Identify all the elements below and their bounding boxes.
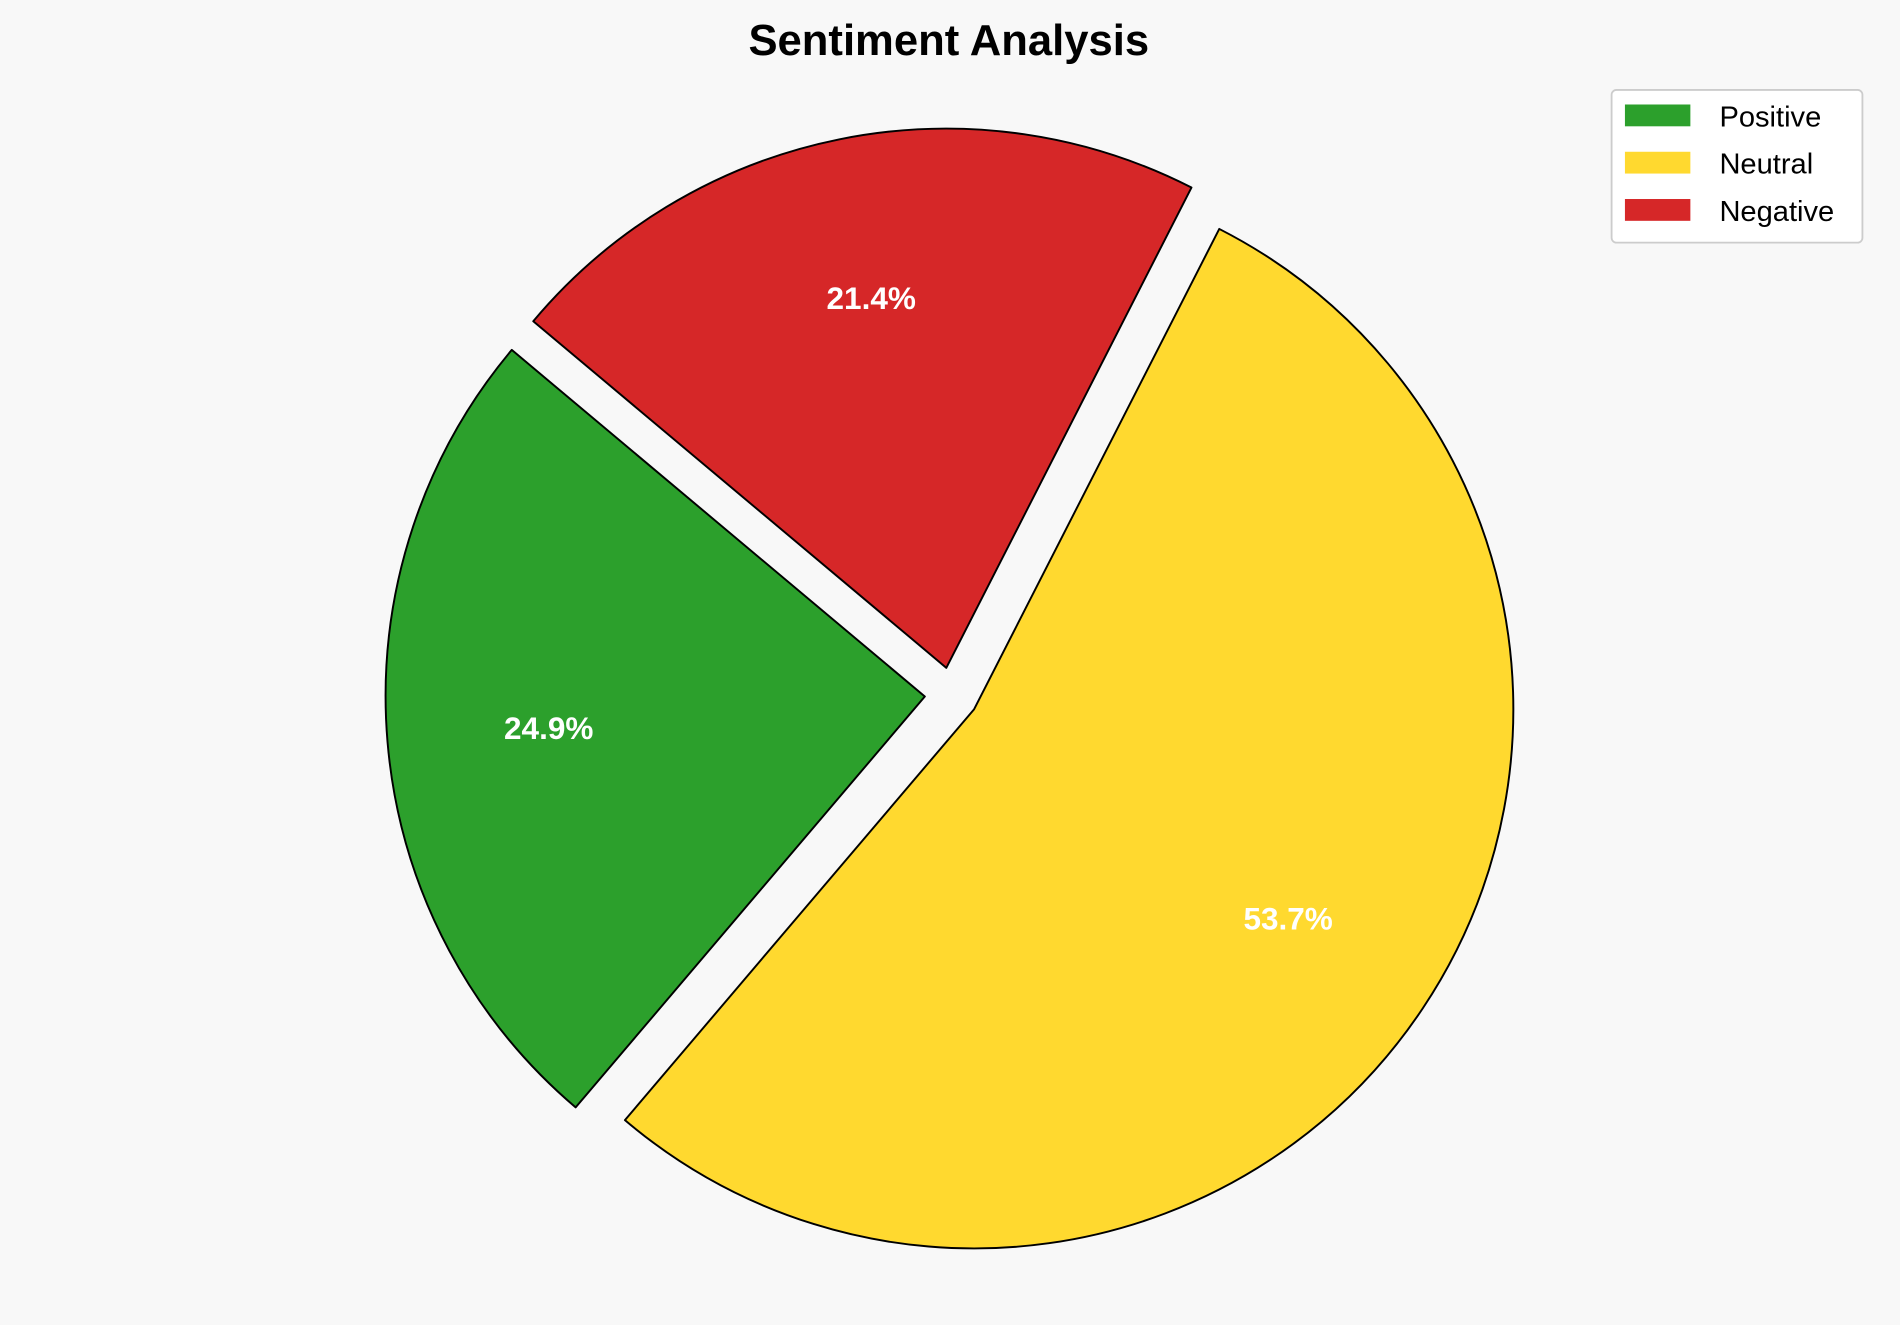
legend-label: Neutral — [1719, 149, 1813, 181]
slices — [384, 127, 1515, 1250]
slice-label-neutral: 53.7% — [1243, 901, 1332, 937]
legend-swatch — [1624, 151, 1691, 174]
pie-slice-neutral — [623, 227, 1515, 1250]
slice-labels: 24.9% 53.7% 21.4% — [504, 280, 1333, 937]
legend: Positive Neutral Negative — [1610, 89, 1864, 244]
legend-swatch — [1624, 199, 1691, 221]
legend-item-negative: Negative — [1624, 196, 1834, 228]
legend-swatch — [1624, 104, 1691, 127]
slice-label-positive: 24.9% — [504, 710, 593, 746]
legend-item-positive: Positive — [1624, 101, 1821, 133]
legend-label: Negative — [1719, 196, 1834, 228]
slice-label-negative: 21.4% — [827, 280, 916, 316]
legend-label: Positive — [1719, 101, 1821, 133]
pie-slice-negative — [532, 127, 1193, 669]
pie-slice-positive — [384, 348, 926, 1109]
legend-item-neutral: Neutral — [1624, 149, 1813, 181]
chart-title: Sentiment Analysis — [748, 17, 1149, 65]
